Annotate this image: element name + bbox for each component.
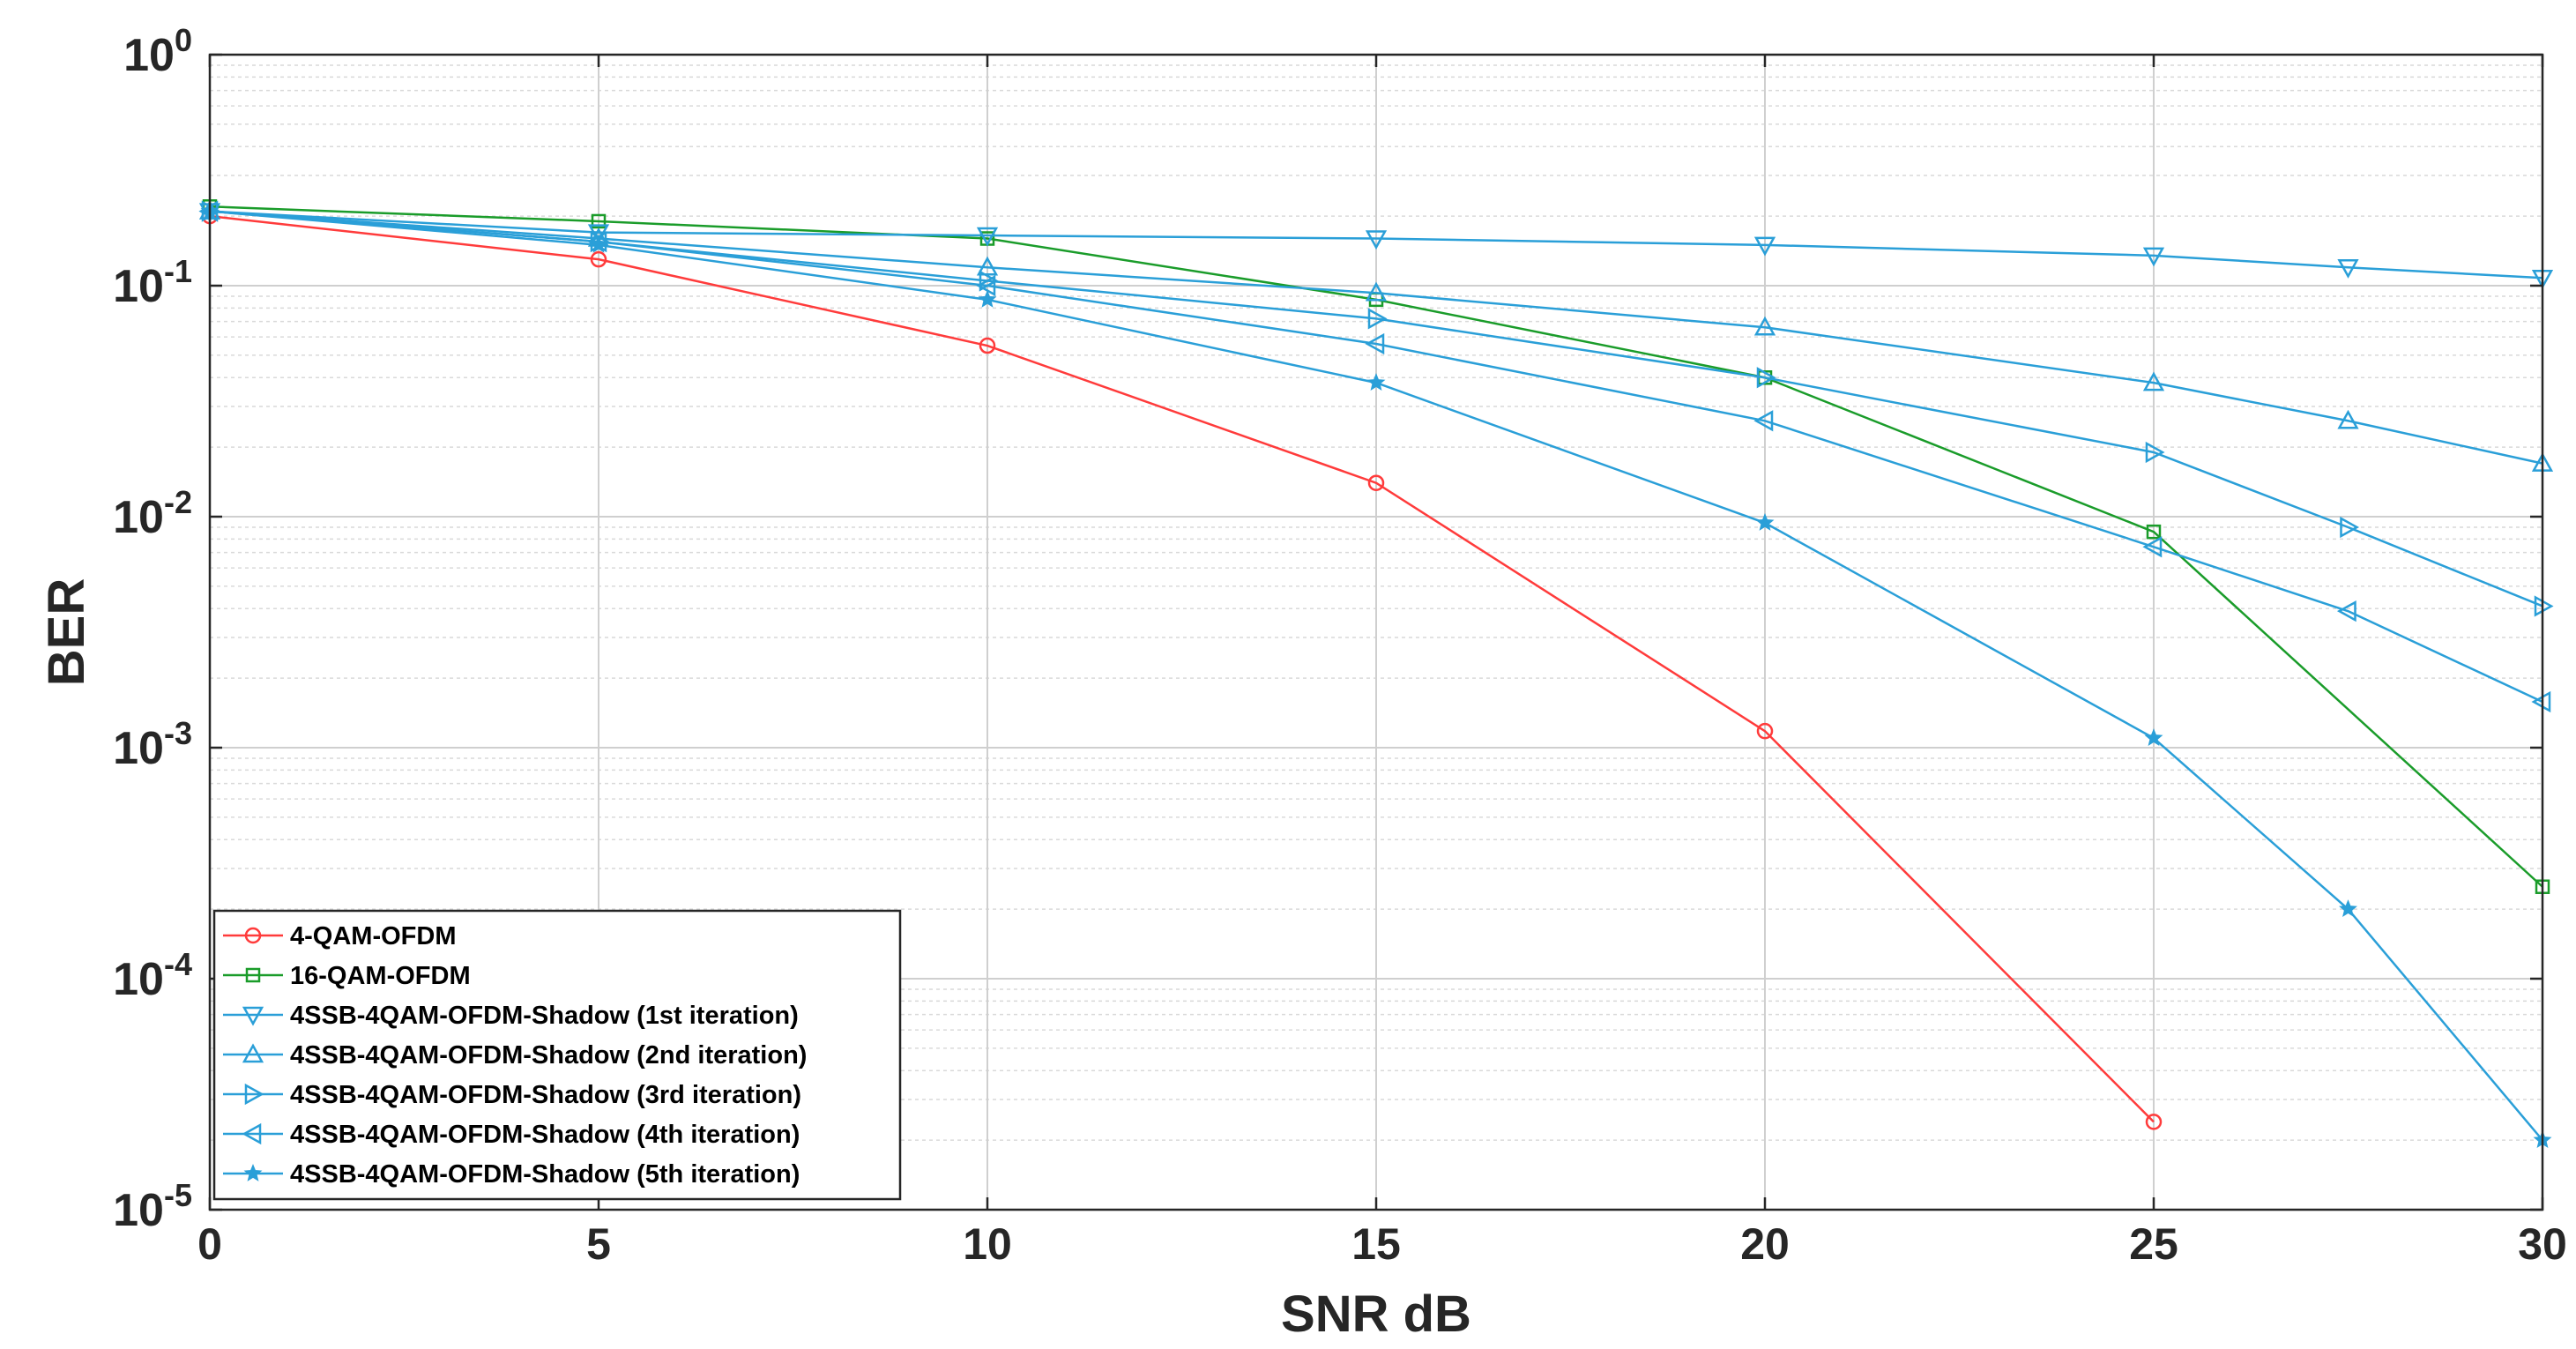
marker-circle <box>244 927 262 944</box>
legend: 4-QAM-OFDM 16-QAM-OFDM 4SSB-4QAM-OFDM-Shad… <box>212 909 902 1201</box>
marker-triangle-right <box>2340 516 2360 539</box>
legend-label: 4-QAM-OFDM <box>290 922 456 950</box>
marker-star <box>1755 513 1775 531</box>
legend-label: 4SSB-4QAM-OFDM-Shadow (1st iteration) <box>290 1002 799 1030</box>
x-tick-label: 25 <box>2129 1219 2178 1269</box>
y-tick-label: 10-1 <box>113 253 192 312</box>
marker-triangle-down <box>242 1006 264 1026</box>
marker-square <box>245 967 261 983</box>
axes: 0 5 10 15 20 25 30 10-5 10-4 10-3 10-2 10-1 100 SNR d… <box>38 22 2567 1343</box>
marker-star <box>978 289 997 308</box>
marker-triangle-down <box>2142 247 2165 267</box>
marker-triangle-down <box>1753 236 1776 257</box>
legend-item: 16-QAM-OFDM <box>223 962 471 990</box>
marker-star <box>2339 899 2357 918</box>
marker-triangle-up <box>242 1043 264 1063</box>
marker-circle <box>2145 1114 2163 1130</box>
y-tick-label: 10-2 <box>113 484 192 543</box>
marker-triangle-up <box>1753 316 1776 336</box>
y-tick-label: 10-5 <box>113 1177 192 1236</box>
series-line <box>209 210 2543 279</box>
series-line <box>209 210 2543 704</box>
marker-triangle-down <box>976 227 999 247</box>
series-line <box>209 210 2543 1141</box>
legend-label: 4SSB-4QAM-OFDM-Shadow (2nd iteration) <box>290 1041 807 1070</box>
legend-label: 16-QAM-OFDM <box>290 962 471 990</box>
marker-star <box>2144 728 2163 747</box>
x-tick-label: 30 <box>2518 1219 2567 1269</box>
y-tick-label: 100 <box>123 22 192 81</box>
marker-triangle-right <box>1756 367 1776 389</box>
marker-triangle-right <box>244 1083 264 1106</box>
marker-triangle-left <box>1365 332 1385 355</box>
legend-item: 4SSB-4QAM-OFDM-Shadow (1st iteration) <box>223 1002 799 1030</box>
x-tick-label: 15 <box>1351 1219 1401 1269</box>
marker-triangle-left <box>1753 410 1774 432</box>
x-tick-label: 10 <box>963 1219 1012 1269</box>
marker-triangle-up <box>976 256 999 276</box>
legend-item: 4-QAM-OFDM <box>223 922 456 950</box>
marker-triangle-up <box>1365 281 1388 302</box>
marker-triangle-up <box>2142 371 2165 391</box>
legend-item: 4SSB-4QAM-OFDM-Shadow (3rd iteration) <box>223 1081 801 1109</box>
y-tick-label: 10-3 <box>113 715 192 774</box>
marker-triangle-down <box>1365 230 1388 250</box>
marker-triangle-left <box>2142 536 2163 558</box>
marker-star <box>243 1164 263 1181</box>
marker-triangle-left <box>242 1122 262 1145</box>
x-tick-label: 20 <box>1740 1219 1790 1269</box>
marker-circle <box>1756 722 1774 740</box>
series-layer <box>198 199 2554 1149</box>
legend-label: 4SSB-4QAM-OFDM-Shadow (4th iteration) <box>290 1121 800 1149</box>
legend-item: 4SSB-4QAM-OFDM-Shadow (2nd iteration) <box>223 1041 807 1070</box>
x-tick-label: 0 <box>197 1219 222 1269</box>
legend-box <box>212 909 902 1201</box>
marker-triangle-right <box>2145 441 2165 464</box>
x-axis-label: SNR dB <box>1281 1286 1471 1343</box>
series-7 <box>200 201 2552 1149</box>
legend-item: 4SSB-4QAM-OFDM-Shadow (4th iteration) <box>223 1121 800 1149</box>
x-tick-label: 5 <box>586 1219 611 1269</box>
legend-label: 4SSB-4QAM-OFDM-Shadow (3rd iteration) <box>290 1081 801 1109</box>
marker-triangle-up <box>2337 409 2359 429</box>
series-line <box>209 210 2543 465</box>
marker-triangle-left <box>976 274 996 297</box>
marker-square <box>2146 524 2162 540</box>
series-line <box>209 214 2155 1123</box>
marker-circle <box>590 250 607 268</box>
marker-circle <box>979 337 996 354</box>
y-axis-label: BER <box>38 578 95 686</box>
marker-triangle-left <box>2336 600 2356 622</box>
marker-circle <box>1367 474 1385 491</box>
marker-triangle-down <box>2337 259 2359 279</box>
legend-label: 4SSB-4QAM-OFDM-Shadow (5th iteration) <box>290 1160 800 1189</box>
marker-triangle-right <box>1367 308 1388 330</box>
marker-star <box>1366 373 1386 391</box>
legend-item: 4SSB-4QAM-OFDM-Shadow (5th iteration) <box>223 1160 800 1189</box>
marker-star <box>589 235 608 253</box>
y-tick-label: 10-4 <box>113 946 192 1005</box>
